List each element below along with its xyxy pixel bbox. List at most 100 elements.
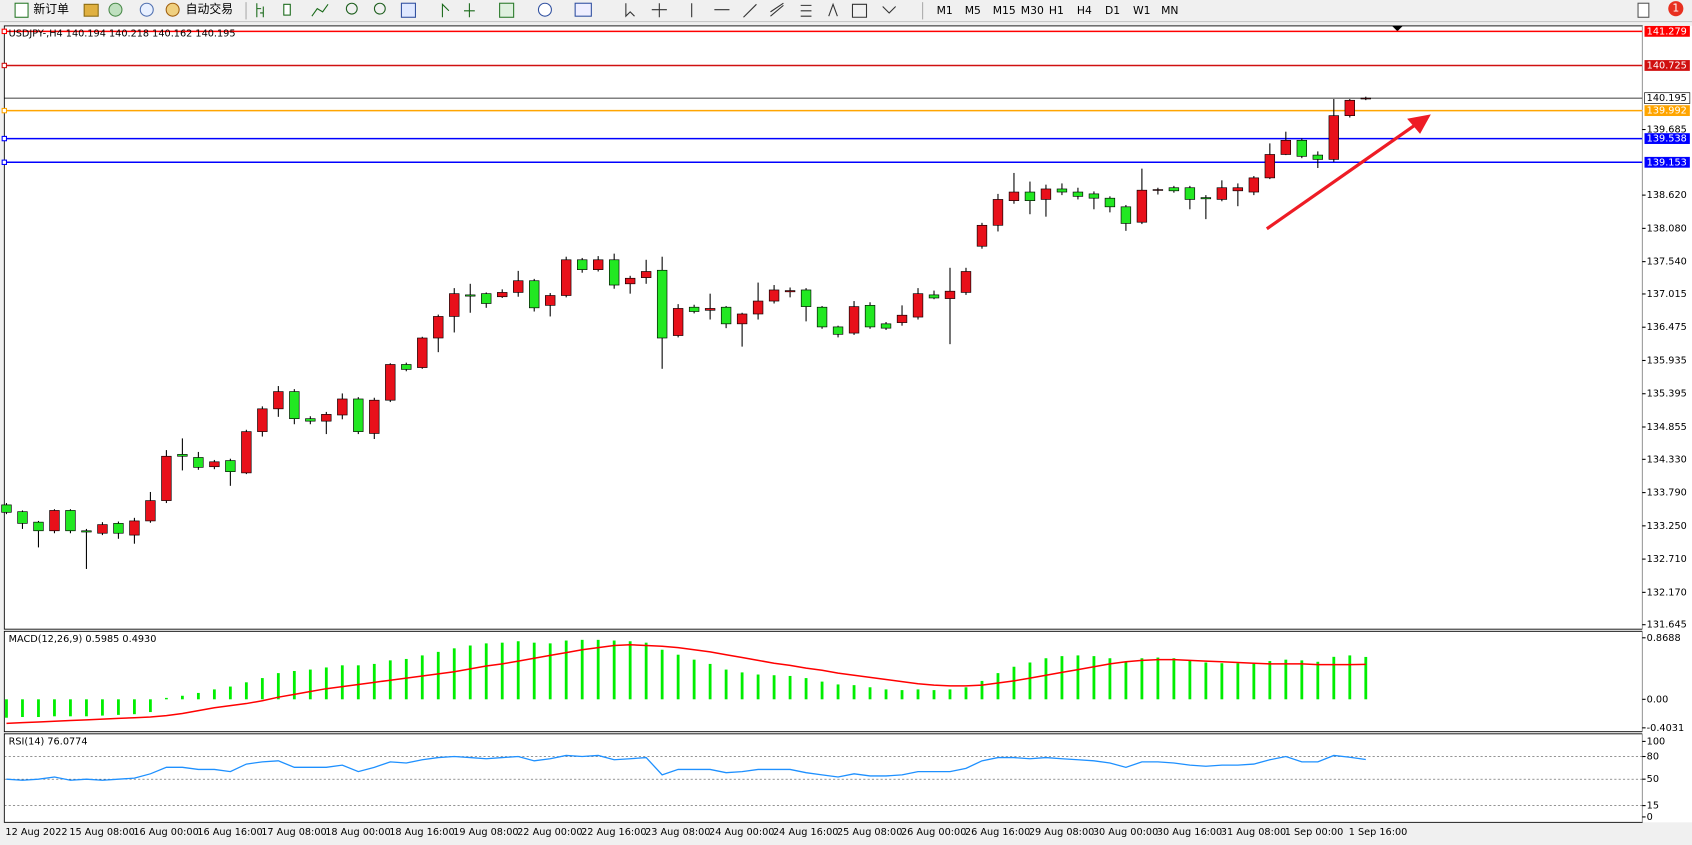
candle-body — [992, 199, 1004, 226]
crosshair-tool[interactable] — [651, 3, 667, 18]
candle-body — [656, 269, 668, 339]
y-tick-label: -0.4031 — [1647, 723, 1684, 734]
timeframe-button[interactable]: H4 — [1077, 4, 1092, 17]
macd-bar — [53, 699, 56, 717]
candle-body — [720, 306, 732, 325]
macd-bar — [916, 689, 920, 700]
trend-arrow — [1265, 114, 1431, 231]
macd-bar — [596, 639, 600, 700]
cursor-tool[interactable] — [625, 3, 635, 18]
level-tag — [1644, 133, 1690, 144]
macd-bar — [452, 648, 456, 700]
candle-body — [1184, 187, 1196, 200]
candle-body — [241, 431, 252, 474]
alerts-badge[interactable] — [1668, 1, 1684, 17]
level-label: 140.725 — [1647, 60, 1687, 71]
auto-trading-button[interactable]: 自动交易 — [186, 2, 233, 16]
alerts-count: 1 — [1672, 2, 1679, 15]
indicators-button[interactable] — [499, 2, 515, 18]
macd-bar — [5, 699, 8, 718]
macd-bar — [660, 649, 664, 700]
drawing-tools[interactable] — [828, 2, 897, 18]
candle-body — [608, 259, 620, 286]
macd-bar — [1028, 662, 1032, 700]
candle-body — [385, 364, 396, 401]
candle-body — [752, 300, 764, 315]
timeframe-button[interactable]: MN — [1161, 4, 1178, 17]
candle-body — [1344, 99, 1355, 116]
macd-bar — [580, 639, 584, 700]
timeframe-button[interactable]: M1 — [937, 4, 953, 17]
y-tick-label: 132.710 — [1647, 554, 1687, 565]
x-tick-label: 1 Sep 16:00 — [1349, 827, 1408, 838]
y-tick-label: 133.790 — [1647, 488, 1687, 499]
candles-button[interactable] — [283, 3, 291, 16]
macd-bar — [196, 692, 200, 700]
macd-bar — [164, 697, 168, 700]
macd-bar — [900, 690, 904, 700]
x-tick-label: 30 Aug 00:00 — [1093, 827, 1158, 838]
new-order-button[interactable]: 新订单 — [33, 2, 69, 16]
current-price-label: 140.195 — [1647, 93, 1687, 104]
candle-body — [960, 271, 972, 293]
candle-body — [688, 306, 700, 312]
candle-body — [1360, 97, 1371, 100]
scroll-buttons[interactable] — [441, 3, 475, 18]
macd-bar — [292, 670, 296, 700]
macd-panel[interactable] — [3, 630, 1643, 733]
macd-bar — [1012, 666, 1016, 700]
candle-body — [912, 293, 924, 318]
candle-body — [225, 460, 236, 472]
macd-bar — [21, 699, 24, 718]
macd-bar — [932, 690, 936, 700]
zoom-in-button[interactable] — [345, 2, 358, 15]
toolbar-icon[interactable] — [108, 2, 123, 17]
x-tick-label: 24 Aug 16:00 — [773, 827, 838, 838]
bar-chart-button[interactable] — [256, 3, 264, 18]
timeframe-button[interactable]: W1 — [1133, 4, 1151, 17]
new-order-icon[interactable] — [14, 2, 29, 18]
timeframe-button[interactable]: H1 — [1049, 4, 1064, 17]
candle-body — [145, 500, 156, 522]
templates-button[interactable] — [574, 2, 592, 17]
macd-bar — [468, 645, 472, 700]
price-panel[interactable] — [3, 25, 1643, 630]
rsi-panel[interactable] — [3, 733, 1643, 823]
macd-bar — [484, 643, 488, 700]
candle-body — [1072, 191, 1084, 197]
y-tick-label: 138.620 — [1647, 190, 1687, 201]
macd-bar — [148, 699, 152, 713]
timeframe-button[interactable]: M5 — [965, 4, 981, 17]
toolbar-icon[interactable] — [139, 2, 154, 17]
candle-body — [577, 259, 588, 270]
timeframe-button[interactable]: D1 — [1105, 4, 1120, 17]
line-tools[interactable] — [691, 3, 757, 18]
candle-body — [1216, 187, 1228, 200]
toolbar-icon[interactable] — [83, 3, 99, 17]
channel-tools[interactable] — [770, 2, 812, 17]
y-tick-label: 15 — [1647, 801, 1659, 812]
macd-bar — [804, 678, 808, 700]
candle-body — [177, 454, 188, 457]
level-label: 139.538 — [1647, 134, 1687, 145]
zoom-out-button[interactable] — [373, 2, 386, 15]
line-chart-button[interactable] — [311, 4, 329, 17]
candle-body — [816, 306, 828, 328]
candle-body — [545, 295, 556, 306]
macd-bar — [516, 641, 520, 700]
candle-body — [1104, 197, 1116, 208]
search-button[interactable] — [1637, 2, 1650, 18]
tile-button[interactable] — [400, 2, 416, 18]
y-tick-label: 136.475 — [1647, 322, 1687, 333]
candle-body — [65, 510, 76, 532]
candle-body — [1232, 187, 1244, 192]
y-tick-label: 132.170 — [1647, 587, 1687, 598]
timeframe-button[interactable]: M15 — [993, 4, 1016, 17]
auto-trading-icon[interactable] — [165, 2, 180, 17]
y-tick-label: 137.540 — [1647, 257, 1687, 268]
timeframe-button[interactable]: M30 — [1021, 4, 1044, 17]
macd-bar — [180, 695, 184, 700]
candle-body — [928, 294, 940, 299]
periods-button[interactable] — [537, 2, 552, 17]
